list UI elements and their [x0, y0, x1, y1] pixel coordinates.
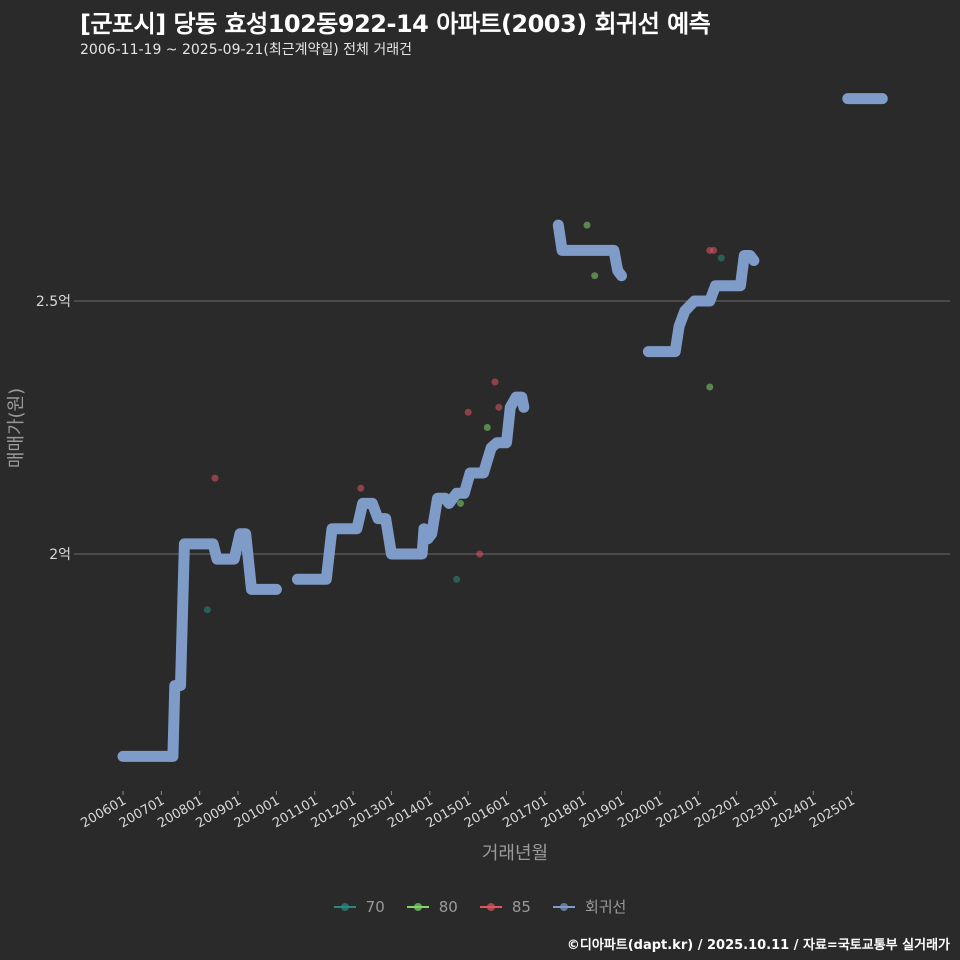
legend-label: 70	[365, 897, 385, 916]
data-point-70	[717, 254, 725, 262]
scatter-points	[203, 221, 725, 614]
x-axis-ticks: 2006012007012008012009012010012011012012…	[79, 791, 858, 831]
y-axis-title: 매매가(원)	[6, 388, 27, 468]
data-point-85	[464, 408, 472, 416]
data-point-85	[495, 403, 503, 411]
legend-swatch-icon	[333, 901, 356, 913]
chart-title: [군포시] 당동 효성102동922-14 아파트(2003) 회귀선 예측	[80, 10, 711, 38]
legend: 70 80 85 회귀선	[0, 896, 960, 917]
legend-item: 85	[479, 896, 531, 917]
gridlines	[78, 300, 950, 555]
legend-item: 70	[333, 896, 385, 917]
data-point-85	[357, 484, 365, 492]
chart-subtitle: 2006-11-19 ~ 2025-09-21(최근계약일) 전체 거래건	[80, 42, 412, 58]
legend-item: 80	[406, 896, 458, 917]
data-point-70	[453, 575, 461, 583]
y-tick-label: 2억	[49, 547, 71, 563]
footer-credit: ©디아파트(dapt.kr) / 2025.10.11 / 자료=국토교통부 실…	[566, 938, 950, 953]
regression-segment	[117, 528, 282, 762]
legend-label: 85	[511, 897, 531, 916]
legend-swatch-icon	[479, 901, 502, 913]
data-point-80	[483, 424, 491, 431]
data-point-80	[591, 272, 599, 280]
regression-segment	[552, 219, 627, 282]
data-point-85	[211, 474, 219, 482]
regression-segment	[642, 250, 760, 358]
y-tick-label: 2.5억	[36, 294, 71, 310]
data-point-80	[706, 383, 714, 391]
legend-item: 회귀선	[552, 896, 627, 917]
regression-line	[117, 93, 888, 762]
data-point-70	[203, 606, 211, 614]
data-point-85	[476, 550, 484, 558]
regression-segment	[292, 391, 530, 585]
legend-swatch-icon	[552, 901, 575, 913]
data-point-85	[710, 246, 718, 254]
data-point-85	[491, 378, 499, 386]
x-axis-title: 거래년월	[482, 843, 548, 864]
data-point-80	[457, 499, 464, 507]
legend-swatch-icon	[406, 901, 429, 913]
legend-label: 80	[438, 897, 458, 916]
y-axis-ticks: 2억 2.5억	[36, 294, 78, 563]
legend-label: 회귀선	[584, 898, 627, 916]
data-point-80	[583, 221, 591, 229]
